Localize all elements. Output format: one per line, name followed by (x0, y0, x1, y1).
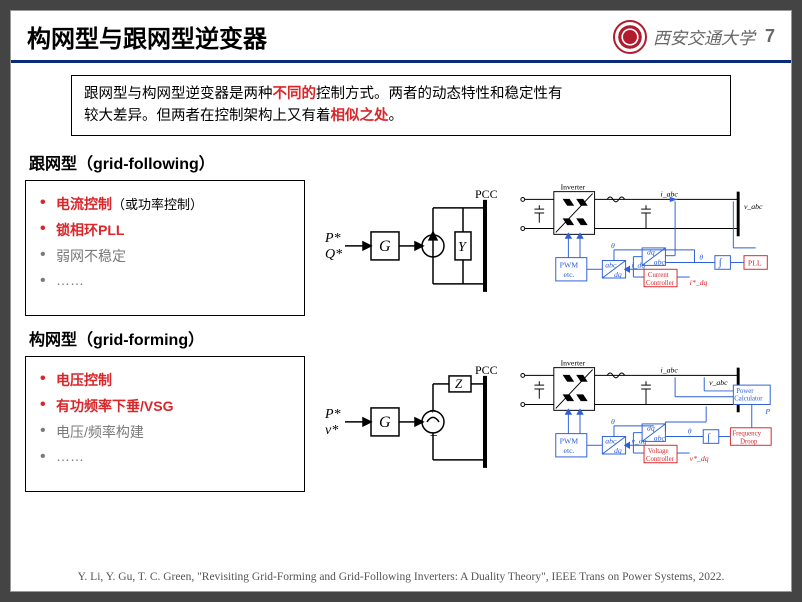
svg-text:θ: θ (688, 426, 692, 435)
svg-text:etc.: etc. (564, 270, 575, 279)
page-number: 7 (765, 26, 775, 47)
circuit-forming-svg: Inverter i_abc v_abc (515, 356, 777, 492)
svg-text:i*_dq: i*_dq (690, 278, 708, 287)
svg-text:i_abc: i_abc (661, 365, 679, 374)
svg-text:v*: v* (325, 423, 338, 438)
svg-text:θ: θ (699, 253, 703, 262)
svg-text:Droop: Droop (740, 438, 758, 445)
logo-seal-icon (613, 20, 647, 54)
citation: Y. Li, Y. Gu, T. C. Green, "Revisiting G… (11, 571, 791, 583)
row-forming: 电压控制有功频率下垂/VSG电压/频率构建…… P* v* G +− Z (11, 356, 791, 502)
bullet-item: 弱网不稳定 (40, 243, 294, 269)
intro-text-4: 。 (389, 108, 404, 124)
bullet-item: …… (40, 445, 294, 467)
svg-text:P*: P* (324, 407, 341, 422)
svg-text:i_abc: i_abc (661, 189, 679, 198)
svg-text:dq: dq (614, 446, 622, 455)
svg-text:Voltage: Voltage (648, 448, 669, 455)
block-diagram-following-svg: P* Q* G Y PCC (315, 180, 505, 316)
svg-text:Inverter: Inverter (561, 358, 586, 367)
svg-text:abc: abc (654, 257, 666, 266)
intro-box: 跟网型与构网型逆变器是两种不同的控制方式。两者的动态特性和稳定性有 较大差异。但… (71, 75, 731, 136)
svg-text:Current: Current (648, 272, 669, 279)
svg-text:θ: θ (611, 241, 615, 250)
section-title-forming: 构网型（grid-forming） (11, 326, 791, 356)
svg-text:Power: Power (736, 388, 754, 395)
svg-text:abc: abc (605, 436, 617, 445)
slide-title: 构网型与跟网型逆变器 (27, 19, 613, 54)
svg-text:Frequency: Frequency (732, 430, 761, 437)
svg-text:PCC: PCC (475, 187, 498, 201)
svg-text:θ: θ (611, 417, 615, 426)
svg-text:dq: dq (614, 270, 622, 279)
svg-text:etc.: etc. (564, 446, 575, 455)
intro-text-3: 较大差异。但两者在控制架构上又有着 (84, 108, 331, 124)
svg-text:P: P (764, 407, 770, 416)
slide-header: 构网型与跟网型逆变器 西安交通大学 7 (11, 11, 791, 58)
svg-text:i_dq: i_dq (631, 260, 645, 269)
svg-text:Y: Y (458, 240, 468, 255)
svg-text:dq: dq (647, 423, 655, 432)
header-rule (11, 60, 791, 63)
svg-text:PWM: PWM (560, 436, 579, 445)
svg-text:Z: Z (455, 376, 463, 391)
svg-text:abc: abc (605, 260, 617, 269)
circuit-following-svg: Inverter i_abc v_abc (515, 180, 777, 316)
svg-text:Controller: Controller (646, 456, 675, 463)
university-name: 西安交通大学 (653, 24, 755, 49)
block-diagram-forming-svg: P* v* G +− Z PCC (315, 356, 505, 492)
svg-text:Q*: Q* (325, 247, 342, 262)
circuit-forming: Inverter i_abc v_abc (515, 356, 777, 492)
svg-text:G: G (379, 414, 391, 431)
svg-text:abc: abc (654, 433, 666, 442)
bullet-item: …… (40, 269, 294, 291)
svg-text:v_abc: v_abc (709, 378, 728, 387)
section-title-following: 跟网型（grid-following） (11, 150, 791, 180)
bullets-following: 电流控制（或功率控制）锁相环PLL弱网不稳定…… (25, 180, 305, 316)
svg-text:PWM: PWM (560, 260, 579, 269)
university-logo: 西安交通大学 (613, 20, 755, 54)
bullet-item: 电压控制 (40, 367, 294, 393)
slide: 构网型与跟网型逆变器 西安交通大学 7 跟网型与构网型逆变器是两种不同的控制方式… (10, 10, 792, 592)
intro-text-1: 跟网型与构网型逆变器是两种 (84, 86, 273, 102)
svg-text:Inverter: Inverter (561, 183, 586, 192)
svg-text:PLL: PLL (748, 258, 762, 267)
svg-text:Controller: Controller (646, 280, 675, 287)
svg-text:G: G (379, 238, 391, 255)
block-diagram-forming: P* v* G +− Z PCC (315, 356, 505, 492)
bullets-forming: 电压控制有功频率下垂/VSG电压/频率构建…… (25, 356, 305, 492)
svg-text:dq: dq (647, 248, 655, 257)
svg-text:v*_dq: v*_dq (690, 454, 709, 463)
bullet-item: 有功频率下垂/VSG (40, 393, 294, 419)
block-diagram-following: P* Q* G Y PCC (315, 180, 505, 316)
svg-text:v_abc: v_abc (744, 202, 763, 211)
svg-text:Calculator: Calculator (734, 395, 763, 402)
bullet-item: 电压/频率构建 (40, 419, 294, 445)
intro-text-2: 控制方式。两者的动态特性和稳定性有 (316, 86, 563, 102)
circuit-following: Inverter i_abc v_abc (515, 180, 777, 316)
row-following: 电流控制（或功率控制）锁相环PLL弱网不稳定…… P* Q* G Y (11, 180, 791, 326)
intro-em-2: 相似之处 (331, 108, 389, 124)
svg-text:v_dq: v_dq (631, 436, 646, 445)
svg-text:PCC: PCC (475, 363, 498, 377)
intro-em-1: 不同的 (273, 86, 317, 102)
bullet-item: 电流控制（或功率控制） (40, 191, 294, 217)
bullet-item: 锁相环PLL (40, 217, 294, 243)
svg-text:P*: P* (324, 231, 341, 246)
